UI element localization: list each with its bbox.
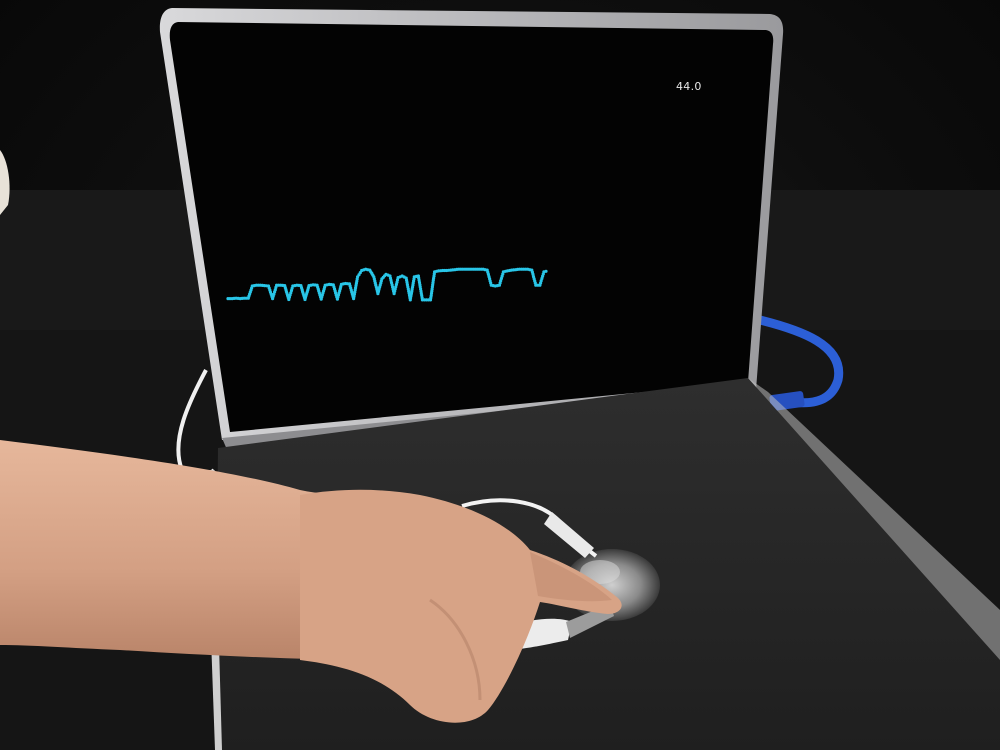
trace-point <box>544 269 548 273</box>
clip-top <box>544 512 594 558</box>
usb-cable <box>755 315 844 408</box>
sensor-reading: 44.0 <box>676 80 702 93</box>
knuckle-shade <box>429 598 482 701</box>
laptop-screen <box>169 22 774 432</box>
signal-trace <box>226 267 548 302</box>
finger-shadow <box>530 552 612 602</box>
left-white-object <box>0 150 10 215</box>
hand <box>300 489 622 723</box>
arm <box>0 440 380 660</box>
board-edge <box>748 378 1000 660</box>
